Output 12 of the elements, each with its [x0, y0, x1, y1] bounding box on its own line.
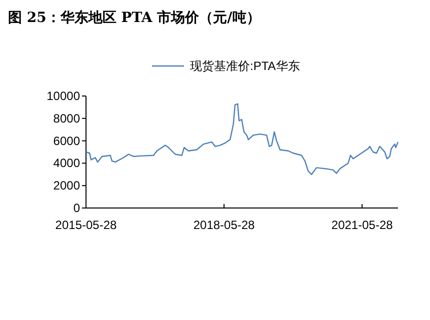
x-tick-label: 2015-05-28 — [55, 218, 118, 232]
y-tick-label: 8000 — [53, 111, 80, 126]
line-series — [85, 103, 399, 175]
y-tick-label: 4000 — [53, 156, 80, 170]
chart-title: 图 25：华东地区 PTA 市场价（元/吨） — [8, 9, 260, 26]
y-tick-label: 0 — [73, 201, 80, 215]
x-tick-label: 2018-05-28 — [193, 218, 256, 232]
legend-label: 现货基准价:PTA华东 — [190, 59, 300, 73]
y-tick-label: 2000 — [53, 178, 80, 193]
y-tick-label: 6000 — [53, 134, 80, 148]
x-tick-label: 2021-05-28 — [331, 218, 394, 232]
y-tick-label: 10000 — [46, 89, 80, 103]
